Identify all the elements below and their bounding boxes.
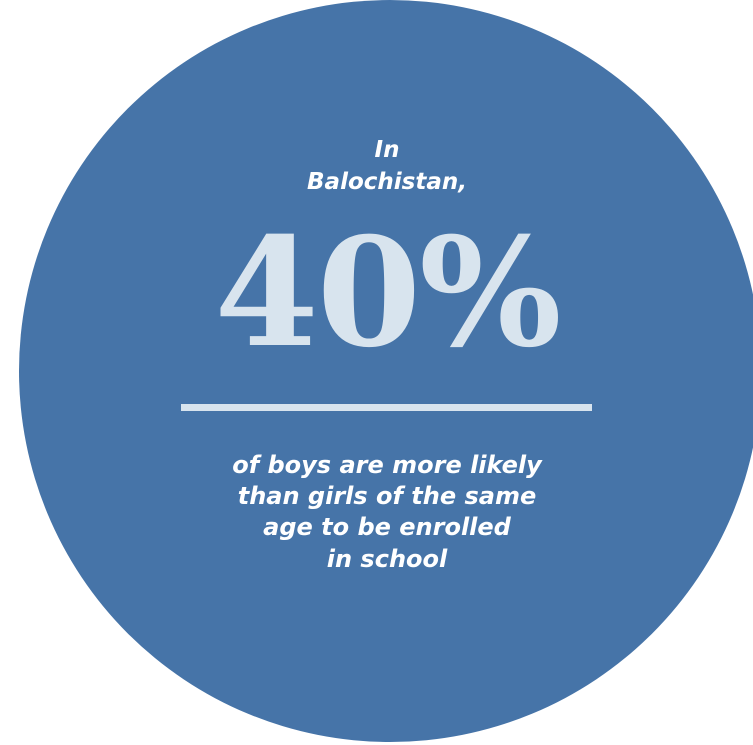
description-text: of boys are more likely than girls of th… [170, 450, 604, 575]
intro-text: In Balochistan, [180, 134, 594, 198]
description-line: age to be enrolled [263, 513, 511, 542]
stat-value: 40% [214, 205, 561, 381]
description-line: than girls of the same [237, 482, 537, 511]
intro-line: Balochistan, [307, 169, 467, 196]
divider [181, 404, 592, 411]
description-line: of boys are more likely [232, 451, 542, 479]
stat-circle-background [19, 0, 753, 742]
description-line: in school [326, 544, 448, 573]
intro-line: In [374, 137, 400, 163]
